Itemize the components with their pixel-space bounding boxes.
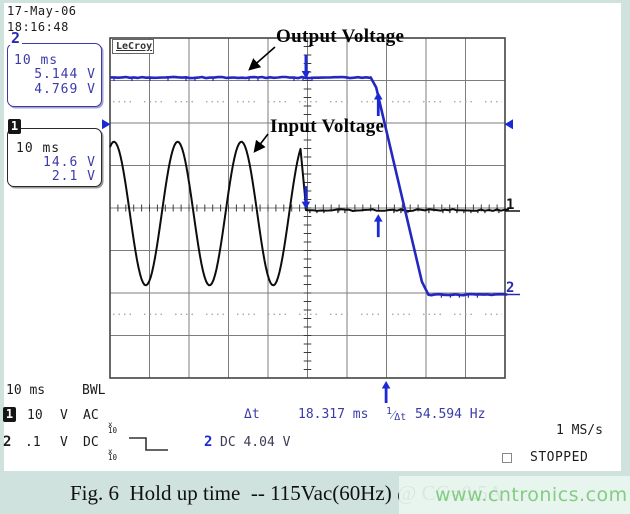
acquisition-state: STOPPED bbox=[530, 450, 589, 465]
channel1-badge: 1 bbox=[8, 119, 21, 134]
channel1-info-box: 10 ms 14.6 V 2.1 V bbox=[7, 128, 102, 187]
output-voltage-label: Output Voltage bbox=[276, 26, 405, 47]
status-bwl: BWL bbox=[82, 383, 106, 398]
channel2-badge: 2 bbox=[9, 29, 23, 47]
status-ch2-number: 2 bbox=[3, 434, 12, 450]
watermark-box: www.cntronics.com bbox=[399, 476, 630, 514]
scope-display: 1 2 bbox=[102, 37, 520, 403]
sample-rate: 1 MS/s bbox=[556, 423, 603, 438]
inverse-delta-t-value: 54.594 Hz bbox=[415, 407, 486, 422]
ch2-coupling: DC bbox=[83, 435, 99, 450]
status-timebase: 10 ms bbox=[6, 383, 46, 398]
input-voltage-label: Input Voltage bbox=[270, 116, 385, 137]
ch1-value-2: 2.1 V bbox=[51, 169, 96, 184]
ch2-unit: V bbox=[60, 435, 68, 450]
channel2-info-box: 10 ms 5.144 V 4.769 V bbox=[7, 43, 102, 107]
ch2-probe-attenuation: x 10 bbox=[108, 447, 118, 462]
acquisition-state-icon bbox=[502, 453, 512, 463]
falling-edge-trigger-icon bbox=[129, 437, 168, 451]
scope-date: 17-May-06 bbox=[7, 4, 77, 18]
ch1-scale: 10 bbox=[27, 408, 43, 423]
ch1-timebase: 10 ms bbox=[16, 141, 61, 156]
inverse-delta-t-label: 1⁄Δt bbox=[386, 406, 407, 423]
trigger-source-number: 2 bbox=[204, 434, 213, 450]
status-ch1-badge: 1 bbox=[3, 407, 16, 422]
ch1-level-marker: 1 bbox=[506, 197, 514, 213]
ch1-coupling: AC bbox=[83, 408, 99, 423]
ch1-value-1: 14.6 V bbox=[43, 155, 96, 170]
ch2-value-2: 4.769 V bbox=[34, 82, 96, 97]
lecroy-logo: LeCroy bbox=[112, 39, 154, 54]
ch2-scale: .1 bbox=[25, 435, 41, 450]
watermark-text: www.cntronics.com bbox=[435, 484, 628, 506]
ch2-timebase: 10 ms bbox=[14, 53, 59, 68]
delta-t-label: Δt bbox=[244, 407, 260, 422]
ch1-probe-attenuation: x 10 bbox=[108, 420, 118, 435]
delta-t-value: 18.317 ms bbox=[298, 407, 369, 422]
ch1-unit: V bbox=[60, 408, 68, 423]
scope-time: 18:16:48 bbox=[7, 20, 69, 34]
trigger-level-readout: DC 4.04 V bbox=[220, 435, 291, 450]
ch2-level-marker: 2 bbox=[506, 280, 514, 296]
ch2-value-1: 5.144 V bbox=[34, 67, 96, 82]
